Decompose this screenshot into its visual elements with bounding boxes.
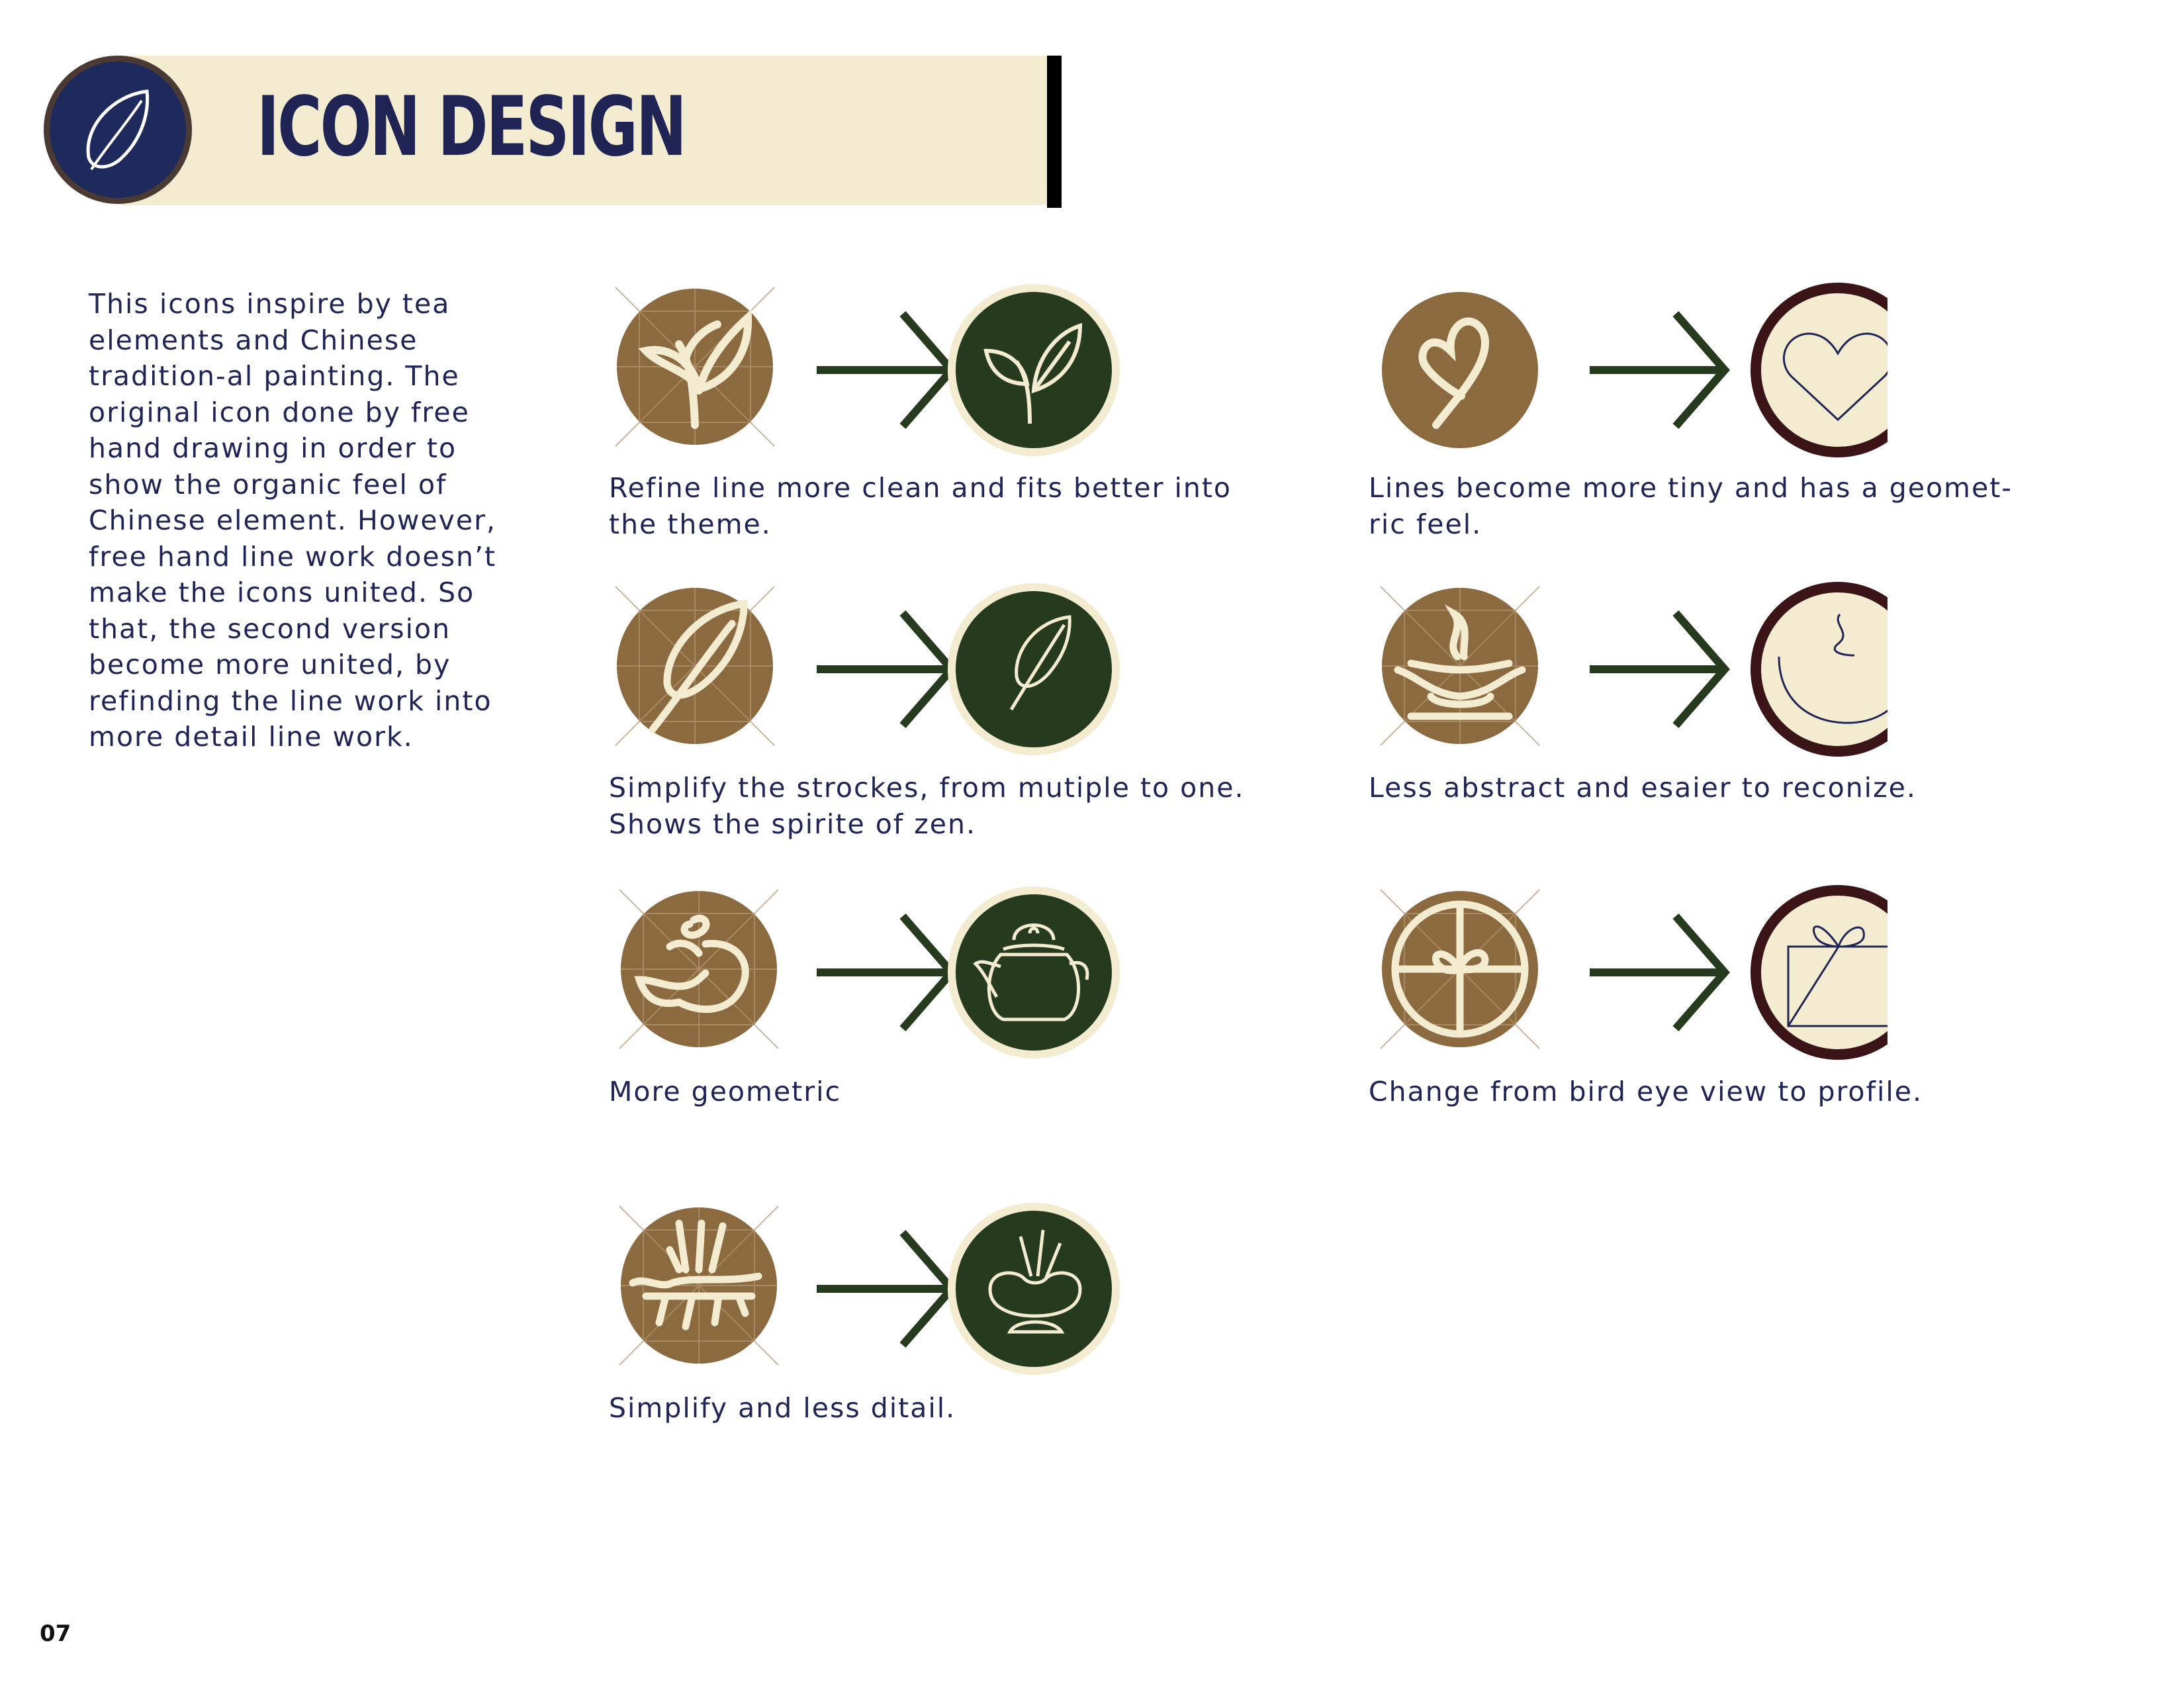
caption-line: Change from bird eye view to profile. [1369,1076,1923,1107]
arrow-icon [817,1230,957,1348]
icon-comparison-gift [1371,880,1888,1072]
arrow-icon [817,610,957,728]
tea-ceremony-sketch-icon [619,1205,779,1366]
caption-cup: Less abstract and esaier to reconize. [1369,770,1917,806]
caption-heart: Lines become more tiny and has a geomet-… [1369,470,2013,542]
arrow-icon [1590,311,1730,429]
icon-comparison-cup [1371,577,1888,769]
caption-teapot: More geometric [609,1074,841,1110]
steaming-bowl-icon [1751,582,1888,757]
heart-icon [1751,283,1888,457]
leaf-sketch-icon [615,586,775,746]
page-number: 07 [40,1620,71,1647]
gift-top-view-sketch-icon [1380,889,1540,1049]
leaf-icon [44,56,192,204]
tea-sprout-icon [948,284,1120,456]
caption-tea-bowl: Simplify and less ditail. [609,1390,956,1427]
heart-sketch-icon [1382,292,1538,448]
tea-sprout-sketch-icon [615,287,775,447]
caption-line: Simplify and less ditail. [609,1392,956,1424]
caption-leaf: Simplify the strockes, from mutiple to o… [609,770,1244,842]
header-accent-bar [1047,56,1062,208]
icon-comparison-heart [1371,278,1888,470]
icon-comparison-tea-bowl [606,1197,1122,1389]
caption-line: Less abstract and esaier to reconize. [1369,772,1917,804]
icon-comparison-teapot [606,880,1122,1072]
icon-comparison-tea-sprout [606,278,1122,470]
caption-line: More geometric [609,1076,842,1107]
caption-tea-sprout: Refine line more clean and fits better i… [609,470,1232,542]
teapot-sketch-icon [619,889,779,1049]
arrow-icon [817,311,957,429]
teapot-icon [948,886,1120,1058]
caption-line: Simplify the strockes, from mutiple to o… [609,772,1245,804]
page-title: ICON DESIGN [257,79,687,175]
caption-gift: Change from bird eye view to profile. [1369,1074,1923,1110]
steaming-cup-sketch-icon [1380,586,1540,746]
arrow-icon [817,914,957,1031]
caption-line: Lines become more tiny and has a geomet- [1369,472,2013,504]
caption-line: the theme. [609,508,772,540]
arrow-icon [1590,610,1730,728]
icon-comparison-leaf [606,577,1122,769]
arrow-icon [1590,914,1730,1031]
tea-bowl-icon [948,1203,1120,1375]
caption-line: Shows the spirite of zen. [609,808,977,840]
leaf-icon [948,583,1120,755]
intro-paragraph: This icons inspire by tea elements and C… [89,288,497,753]
header-band [119,56,1059,205]
caption-line: Refine line more clean and fits better i… [609,472,1232,504]
gift-box-icon [1751,885,1888,1060]
caption-line: ric feel. [1369,508,1482,540]
